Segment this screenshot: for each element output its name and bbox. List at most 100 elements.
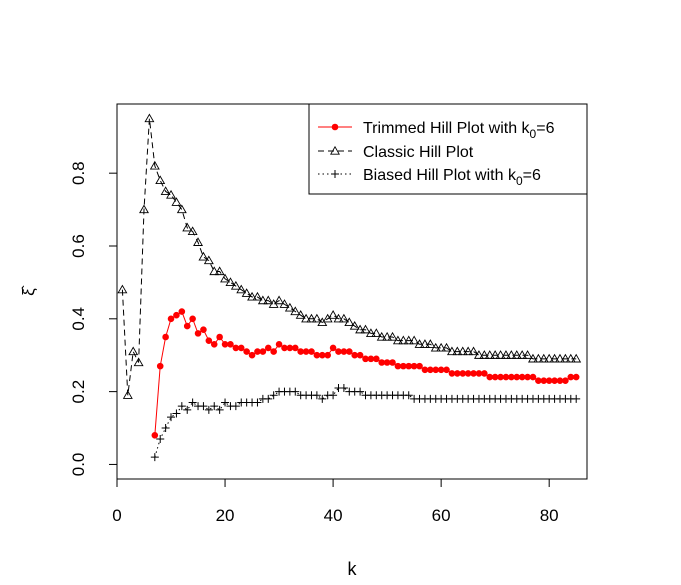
data-point — [572, 373, 580, 381]
data-point — [382, 331, 393, 341]
data-point — [400, 362, 407, 370]
data-point — [200, 326, 207, 334]
data-point — [387, 331, 398, 341]
data-point — [167, 413, 176, 422]
data-point — [479, 350, 490, 359]
data-point — [459, 370, 467, 377]
data-point — [457, 346, 468, 356]
data-point — [306, 313, 317, 323]
data-point — [409, 335, 420, 345]
data-point — [373, 355, 380, 363]
data-point — [291, 387, 300, 396]
data-point — [232, 344, 240, 352]
data-point — [221, 340, 229, 348]
data-point — [172, 409, 181, 418]
data-point — [209, 266, 220, 276]
data-point — [473, 350, 484, 359]
data-point — [538, 353, 549, 363]
data-point — [329, 344, 337, 352]
data-point — [475, 370, 483, 377]
data-point — [252, 291, 263, 301]
data-point — [376, 331, 387, 341]
data-point — [430, 342, 441, 352]
data-point — [318, 351, 326, 359]
data-point — [340, 348, 348, 355]
data-point — [360, 324, 371, 334]
data-point — [345, 348, 353, 355]
data-point — [182, 222, 193, 232]
legend-key-marker-biased — [331, 170, 339, 178]
data-point — [560, 353, 571, 363]
data-point — [188, 398, 197, 407]
data-point — [117, 284, 128, 294]
series-classic — [117, 113, 582, 399]
data-point — [500, 350, 511, 359]
data-point — [221, 398, 230, 407]
data-point — [324, 351, 331, 359]
data-point — [291, 344, 299, 352]
data-point — [535, 377, 542, 384]
data-point — [199, 402, 208, 411]
data-point — [231, 402, 240, 411]
data-point — [378, 359, 386, 366]
data-point — [349, 320, 360, 330]
data-point — [230, 280, 241, 290]
data-point — [150, 453, 159, 462]
data-point — [156, 362, 164, 370]
data-point — [481, 370, 488, 377]
data-point — [254, 348, 261, 355]
axes: 0 20 40 60 80 0.0 0.2 0.4 0.6 0.8 — [69, 161, 559, 525]
data-point — [318, 394, 327, 403]
data-point — [329, 391, 338, 400]
data-point — [533, 353, 544, 363]
data-point — [338, 313, 349, 323]
data-point — [269, 391, 278, 400]
data-point — [545, 377, 553, 384]
series-biased — [150, 383, 581, 462]
data-point — [144, 113, 155, 123]
data-point — [506, 350, 517, 359]
series-layer — [117, 113, 582, 462]
data-point — [178, 308, 186, 315]
data-point — [441, 342, 452, 352]
data-point — [524, 373, 531, 381]
data-point — [264, 394, 273, 403]
series-line-classic — [121, 118, 577, 396]
data-point — [398, 335, 409, 345]
data-point — [176, 204, 187, 214]
data-point — [421, 366, 429, 374]
data-point — [204, 405, 213, 414]
data-point — [356, 387, 365, 396]
data-point — [448, 370, 456, 377]
data-point — [183, 322, 191, 330]
data-point — [312, 391, 321, 400]
data-point — [313, 351, 321, 359]
data-point — [177, 402, 186, 411]
legend-keys — [318, 123, 352, 178]
data-point — [311, 313, 322, 323]
data-point — [160, 186, 171, 195]
legend: Trimmed Hill Plot with k0=6 Classic Hill… — [308, 103, 588, 195]
data-point — [432, 366, 440, 374]
data-point — [264, 344, 272, 352]
data-point — [279, 299, 290, 308]
data-point — [425, 339, 436, 348]
data-point — [562, 377, 569, 384]
x-tick-label: 60 — [432, 506, 451, 525]
data-point — [301, 313, 312, 323]
data-point — [194, 330, 202, 337]
data-point — [225, 277, 236, 286]
data-point — [128, 346, 139, 356]
data-point — [243, 348, 250, 355]
data-point — [351, 351, 359, 359]
legend-key-marker-trimmed — [331, 123, 339, 131]
data-point — [508, 373, 515, 381]
x-axis-label: k — [348, 559, 358, 579]
data-point — [344, 317, 355, 327]
data-point — [274, 295, 285, 305]
data-point — [484, 350, 495, 359]
data-point — [419, 339, 430, 348]
data-point — [556, 377, 564, 384]
data-point — [392, 335, 403, 345]
